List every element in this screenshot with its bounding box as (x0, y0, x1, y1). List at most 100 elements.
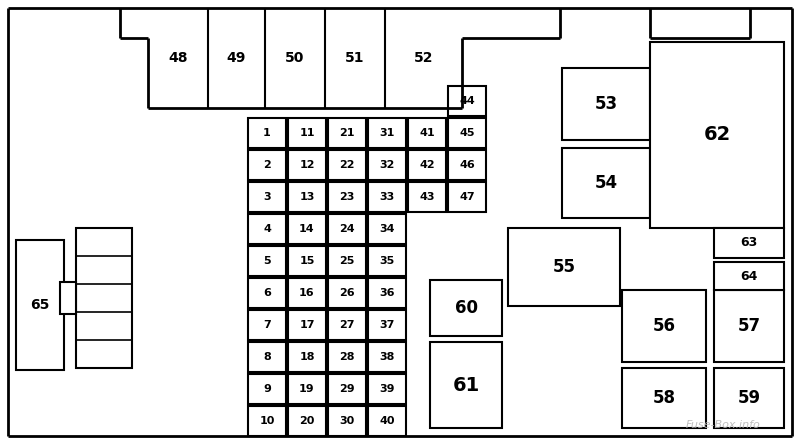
Text: 49: 49 (227, 51, 246, 65)
Text: 42: 42 (419, 160, 435, 170)
Text: 20: 20 (299, 416, 314, 426)
Bar (650, 42, 784, 228)
Bar (328, 182, 366, 212)
Text: 24: 24 (339, 224, 355, 234)
Text: 58: 58 (653, 389, 675, 407)
Text: 48: 48 (168, 51, 188, 65)
Bar (288, 150, 326, 180)
Bar (248, 150, 286, 180)
Text: 12: 12 (299, 160, 314, 170)
Bar (328, 406, 366, 436)
Bar (714, 368, 784, 428)
Bar (60, 282, 76, 314)
Bar (368, 118, 406, 148)
Bar (288, 214, 326, 244)
Bar (448, 118, 486, 148)
Text: 27: 27 (339, 320, 354, 330)
Text: 4: 4 (263, 224, 271, 234)
Bar (430, 280, 502, 336)
Bar (328, 214, 366, 244)
Text: 11: 11 (299, 128, 314, 138)
Text: 29: 29 (339, 384, 355, 394)
Text: 44: 44 (459, 96, 475, 106)
Bar (248, 406, 286, 436)
Text: 56: 56 (653, 317, 675, 335)
Bar (16, 240, 64, 370)
Bar (508, 228, 620, 306)
Text: 45: 45 (459, 128, 474, 138)
Bar (448, 86, 486, 116)
Text: 8: 8 (263, 352, 271, 362)
Bar (430, 342, 502, 428)
Bar (288, 406, 326, 436)
Bar (368, 342, 406, 372)
Bar (622, 368, 706, 428)
Text: 1: 1 (263, 128, 271, 138)
Text: 6: 6 (263, 288, 271, 298)
Bar (368, 278, 406, 308)
Text: 28: 28 (339, 352, 354, 362)
Text: 18: 18 (299, 352, 314, 362)
Text: Fuse-Box.info: Fuse-Box.info (686, 420, 760, 430)
Text: 38: 38 (379, 352, 394, 362)
Text: 35: 35 (379, 256, 394, 266)
Text: 31: 31 (379, 128, 394, 138)
Bar (248, 278, 286, 308)
Text: 60: 60 (454, 299, 478, 317)
Text: 19: 19 (299, 384, 315, 394)
Bar (368, 150, 406, 180)
Text: 21: 21 (339, 128, 354, 138)
Text: 3: 3 (263, 192, 271, 202)
Text: 26: 26 (339, 288, 355, 298)
Text: 5: 5 (263, 256, 271, 266)
Bar (248, 246, 286, 276)
Bar (368, 374, 406, 404)
Text: 14: 14 (299, 224, 315, 234)
Bar (368, 182, 406, 212)
Bar (288, 182, 326, 212)
Bar (408, 118, 446, 148)
Text: 47: 47 (459, 192, 475, 202)
Text: 53: 53 (594, 95, 618, 113)
Bar (248, 374, 286, 404)
Bar (288, 278, 326, 308)
Text: 17: 17 (299, 320, 314, 330)
Text: 62: 62 (703, 126, 730, 144)
Text: 63: 63 (740, 237, 758, 250)
Text: 40: 40 (379, 416, 394, 426)
Bar (288, 342, 326, 372)
Bar (448, 182, 486, 212)
Text: 34: 34 (379, 224, 394, 234)
Bar (714, 262, 784, 290)
Text: 36: 36 (379, 288, 394, 298)
Bar (368, 406, 406, 436)
Bar (288, 310, 326, 340)
Bar (328, 278, 366, 308)
Text: 16: 16 (299, 288, 315, 298)
Bar (328, 246, 366, 276)
Bar (288, 118, 326, 148)
Bar (248, 182, 286, 212)
Text: 13: 13 (299, 192, 314, 202)
Bar (248, 118, 286, 148)
Bar (248, 214, 286, 244)
Bar (328, 310, 366, 340)
Bar (76, 228, 132, 368)
Bar (288, 246, 326, 276)
Text: 9: 9 (263, 384, 271, 394)
Bar (408, 182, 446, 212)
Text: 7: 7 (263, 320, 271, 330)
Text: 64: 64 (740, 270, 758, 282)
Text: 33: 33 (379, 192, 394, 202)
Bar (248, 310, 286, 340)
Text: 59: 59 (738, 389, 761, 407)
Bar (328, 150, 366, 180)
Text: 54: 54 (594, 174, 618, 192)
Bar (562, 148, 650, 218)
Bar (368, 246, 406, 276)
Bar (714, 228, 784, 258)
Text: 46: 46 (459, 160, 475, 170)
Text: 32: 32 (379, 160, 394, 170)
Text: 51: 51 (346, 51, 365, 65)
Text: 22: 22 (339, 160, 354, 170)
